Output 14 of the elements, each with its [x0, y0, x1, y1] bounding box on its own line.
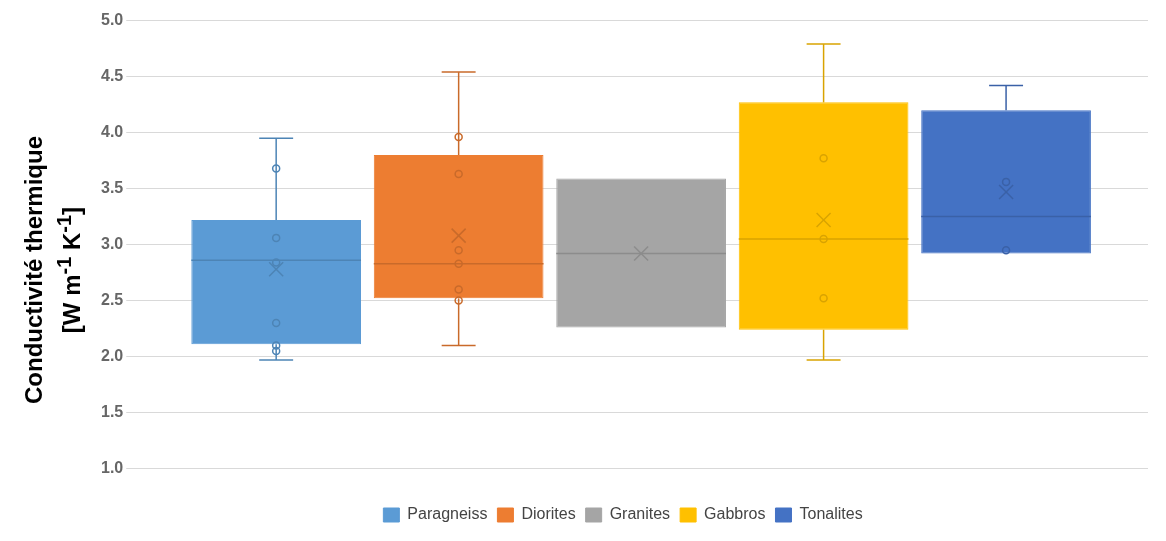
- y-tick-label: 4.5: [100, 67, 124, 85]
- legend-label: Diorites: [521, 505, 576, 523]
- y-tick-label: 3.0: [100, 235, 124, 253]
- y-tick-label: 1.5: [100, 403, 124, 421]
- legend-label: Gabbros: [704, 505, 766, 523]
- legend-label: Tonalites: [799, 505, 863, 523]
- y-tick-label: 3.5: [100, 179, 124, 197]
- y-tick-label: 2.5: [100, 291, 124, 309]
- y-tick-label: 1.0: [100, 459, 124, 477]
- legend-label: Granites: [609, 505, 671, 523]
- y-tick-label: 4.0: [100, 123, 124, 141]
- y-tick-label: 2.0: [100, 347, 124, 365]
- y-tick-label: 5.0: [100, 11, 124, 29]
- legend-label: Paragneiss: [407, 505, 488, 523]
